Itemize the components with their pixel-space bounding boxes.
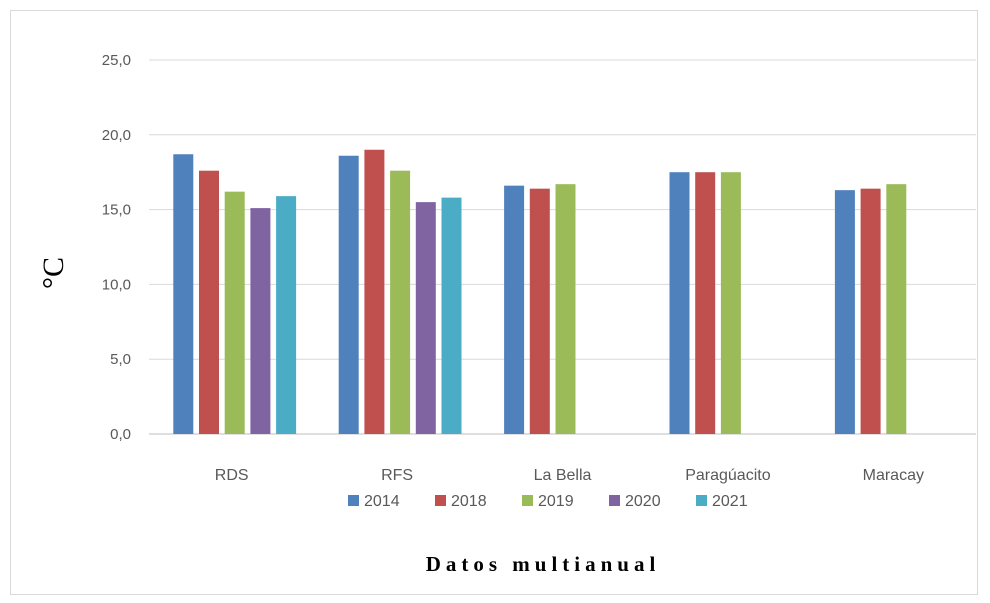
bar-2020-rfs <box>415 202 436 434</box>
legend-swatch <box>609 495 620 506</box>
x-axis-categories: RDS RFS La Bella Paragúacito Maracay <box>215 467 924 484</box>
bar-2018-rds <box>199 170 219 435</box>
legend-swatch <box>435 495 446 506</box>
bar-2019-la-bella <box>555 184 576 434</box>
bar-2019-maracay <box>886 184 907 434</box>
legend-swatch <box>348 495 359 506</box>
legend-label: 2021 <box>712 493 748 510</box>
bar-2020-rds <box>250 208 271 434</box>
legend: 2014 2018 2019 2020 2021 <box>348 493 748 510</box>
bar-2014-la-bella <box>504 185 525 434</box>
y-tick-label: 20,0 <box>102 127 131 144</box>
y-axis-ticks: 0,0 5,0 10,0 15,0 20,0 25,0 <box>102 52 131 443</box>
y-axis-label: °C <box>37 257 70 289</box>
bar-2019-rds <box>224 191 245 434</box>
legend-label: 2019 <box>538 493 574 510</box>
bar-2019-rfs <box>390 170 411 435</box>
bar-chart: 0,0 5,0 10,0 15,0 20,0 25,0 RDS RFS La Bella Par… <box>37 52 976 576</box>
bar-2018-maracay <box>860 188 881 434</box>
y-tick-label: 5,0 <box>110 351 131 368</box>
bar-2014-rfs <box>338 155 359 434</box>
legend-swatch <box>522 495 533 506</box>
category-label: La Bella <box>534 467 592 484</box>
bar-2014-maracay <box>834 190 855 434</box>
bar-2018-rfs <box>364 149 385 434</box>
legend-label: 2018 <box>451 493 487 510</box>
bar-2014-paragúacito <box>669 172 690 434</box>
chart-frame: 0,0 5,0 10,0 15,0 20,0 25,0 RDS RFS La Bella Par… <box>10 10 978 595</box>
bar-2021-rds <box>276 196 297 434</box>
bar-2018-paragúacito <box>695 172 716 434</box>
category-label: Paragúacito <box>685 467 770 484</box>
y-tick-label: 25,0 <box>102 52 131 69</box>
y-tick-label: 15,0 <box>102 202 131 219</box>
bars <box>173 149 907 435</box>
y-tick-label: 10,0 <box>102 276 131 293</box>
legend-label: 2014 <box>364 493 400 510</box>
bar-2021-rfs <box>441 197 462 434</box>
category-label: RFS <box>381 467 413 484</box>
bar-2014-rds <box>173 154 194 435</box>
legend-label: 2020 <box>625 493 661 510</box>
y-tick-label: 0,0 <box>110 426 131 443</box>
bar-2018-la-bella <box>529 188 550 434</box>
legend-swatch <box>696 495 707 506</box>
category-label: RDS <box>215 467 249 484</box>
category-label: Maracay <box>863 467 924 484</box>
bar-2019-paragúacito <box>720 172 741 434</box>
x-axis-label: Datos multianual <box>426 552 661 576</box>
